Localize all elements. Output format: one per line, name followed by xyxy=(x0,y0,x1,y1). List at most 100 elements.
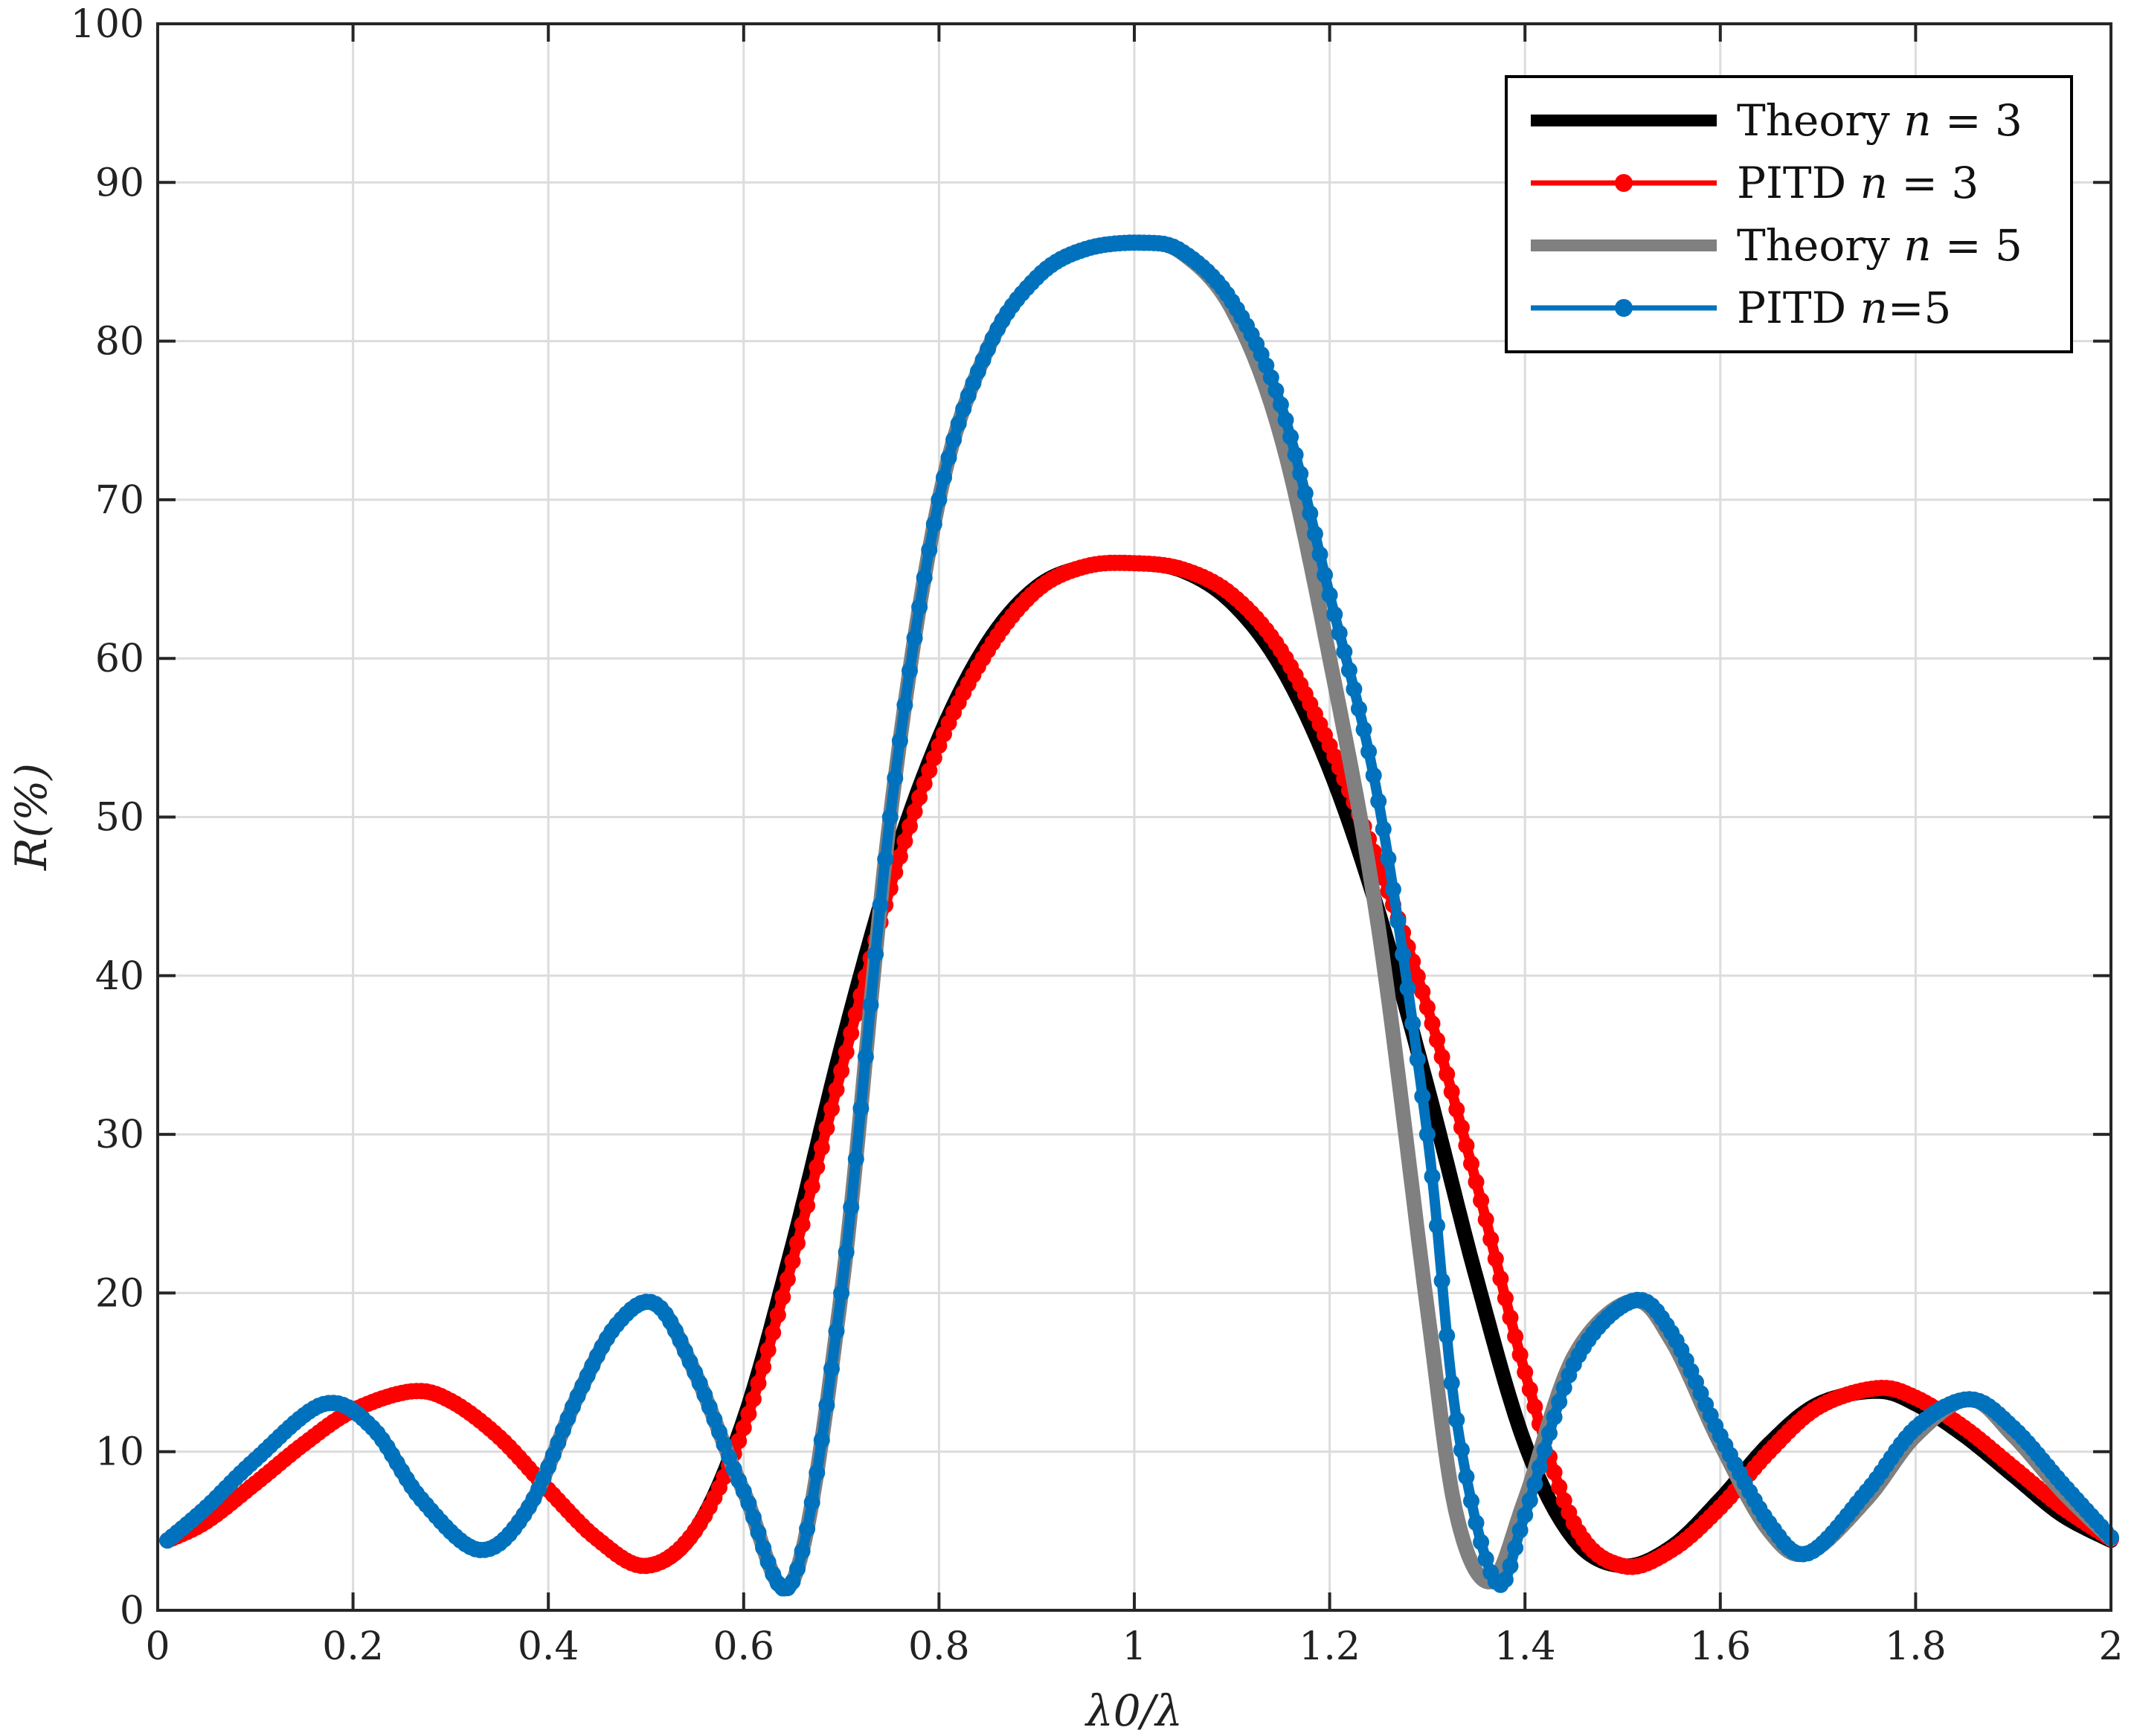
series-point xyxy=(1541,1425,1558,1441)
series-point xyxy=(902,662,918,679)
series-point xyxy=(955,400,972,417)
series-point xyxy=(916,775,933,792)
x-tick-label: 1.6 xyxy=(1689,1624,1751,1669)
series-point xyxy=(1453,1441,1470,1459)
series-point xyxy=(1453,1119,1470,1136)
series-point xyxy=(891,733,908,749)
series-point xyxy=(784,1253,801,1270)
series-point xyxy=(1277,411,1294,428)
series-point xyxy=(921,541,938,559)
series-point xyxy=(1517,1364,1534,1380)
series-point xyxy=(1267,382,1285,399)
series-point xyxy=(1409,1051,1426,1068)
series-point xyxy=(867,945,884,962)
series-point xyxy=(843,1025,860,1042)
series-point xyxy=(1463,1493,1479,1510)
series-point xyxy=(1389,913,1407,930)
series-4 xyxy=(159,234,2119,1597)
series-point xyxy=(1443,1083,1460,1100)
series-point xyxy=(945,431,963,449)
series-point xyxy=(823,1360,840,1377)
series-point xyxy=(823,1100,840,1117)
y-tick-label: 10 xyxy=(95,1430,144,1475)
y-tick-label: 70 xyxy=(95,478,144,523)
series-point xyxy=(1321,586,1338,603)
series-point xyxy=(1473,1192,1490,1209)
x-tick-label: 1.8 xyxy=(1885,1624,1947,1669)
series-point xyxy=(1351,701,1367,717)
series-point xyxy=(1287,446,1304,463)
series-point xyxy=(1429,1218,1445,1234)
x-tick-label: 1 xyxy=(1122,1624,1146,1669)
series-point xyxy=(779,1270,796,1287)
series-point xyxy=(730,1433,748,1450)
series-point xyxy=(1502,1309,1519,1326)
series-point xyxy=(711,1424,727,1441)
series-2 xyxy=(159,554,2119,1575)
series-point xyxy=(706,1411,723,1428)
y-tick-label: 60 xyxy=(95,637,144,681)
series-point xyxy=(1439,1327,1456,1344)
series-point xyxy=(1551,1393,1568,1410)
series-point xyxy=(1468,1174,1485,1191)
series-point xyxy=(1414,1088,1431,1105)
series-point xyxy=(1448,1412,1465,1428)
series-point xyxy=(1302,505,1319,522)
series-point xyxy=(1292,465,1309,482)
series-point xyxy=(813,1139,830,1156)
series-point xyxy=(862,997,879,1014)
legend-label: PITD n=5 xyxy=(1737,283,1951,333)
legend-label: PITD n = 3 xyxy=(1737,158,1979,208)
series-point xyxy=(881,808,899,826)
series-point xyxy=(1414,983,1431,1000)
series-point xyxy=(1375,820,1392,838)
series-point xyxy=(1296,485,1314,502)
series-point xyxy=(809,1465,826,1482)
series-point xyxy=(818,1119,835,1137)
series-point xyxy=(1448,1101,1465,1118)
series-point xyxy=(1443,1375,1460,1392)
series-point xyxy=(1409,968,1426,985)
axis-ticks xyxy=(156,22,2112,1612)
series-point xyxy=(877,851,894,868)
series-point xyxy=(774,1288,791,1305)
legend-swatch-marker xyxy=(1615,299,1633,317)
series-point xyxy=(803,1178,820,1195)
x-axis-label: λ0/λ xyxy=(1084,1685,1183,1736)
legend-entry-3: Theory n = 5 xyxy=(1531,220,2022,271)
y-tick-label: 0 xyxy=(120,1589,144,1633)
series-point xyxy=(1502,1557,1519,1575)
series-point xyxy=(838,1244,855,1261)
series-point xyxy=(769,1307,786,1323)
series-point xyxy=(906,803,923,820)
series-point xyxy=(847,1006,864,1023)
series-point xyxy=(784,1573,801,1590)
series-point xyxy=(1404,1015,1421,1032)
series-point xyxy=(701,1398,718,1415)
series-point xyxy=(1262,369,1279,386)
series-point xyxy=(940,449,957,466)
series-point xyxy=(931,491,948,508)
x-tick-label: 0.2 xyxy=(322,1624,384,1669)
series-point xyxy=(813,1432,830,1449)
series-point xyxy=(852,1100,870,1117)
legend-entry-2: PITD n = 3 xyxy=(1531,158,1979,208)
series-point xyxy=(818,1397,835,1414)
series-point xyxy=(833,1285,850,1302)
series-point xyxy=(891,848,908,865)
series-point xyxy=(1487,1250,1504,1267)
legend-label: Theory n = 5 xyxy=(1737,220,2022,271)
series-point xyxy=(896,696,913,713)
legend-entry-1: Theory n = 3 xyxy=(1531,95,2022,146)
series-point xyxy=(1282,428,1299,446)
series-point xyxy=(925,515,942,533)
series-point xyxy=(828,1322,845,1340)
series-point xyxy=(1468,1514,1485,1531)
series-point xyxy=(1458,1468,1475,1485)
series-point xyxy=(755,1358,772,1375)
series-point xyxy=(1395,946,1412,963)
series-point xyxy=(1380,850,1397,867)
series-point xyxy=(740,1405,757,1422)
series-point xyxy=(1497,1571,1514,1588)
